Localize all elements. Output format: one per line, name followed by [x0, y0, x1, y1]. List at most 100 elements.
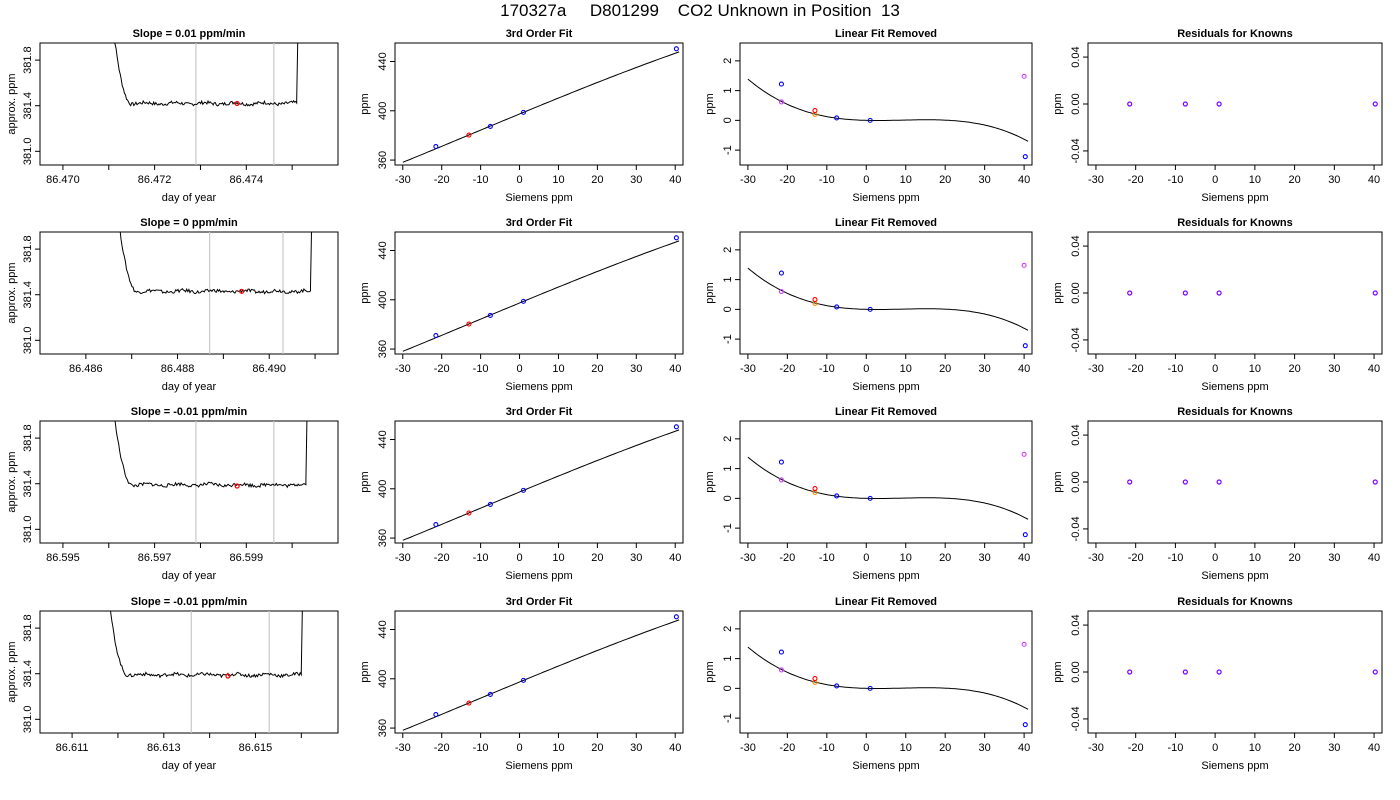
x-tick-label: -30 [395, 174, 411, 186]
y-tick-label: 381.0 [22, 706, 34, 734]
y-axis-label: ppm [359, 282, 371, 303]
plot-frame [40, 611, 338, 733]
x-tick-label: 20 [939, 552, 951, 564]
x-axis-label: Siemens ppm [505, 192, 572, 204]
x-tick-label: 0 [516, 363, 522, 375]
x-tick-label: -20 [1128, 552, 1144, 564]
x-tick-label: 10 [900, 742, 912, 754]
panel-title: Slope = 0 ppm/min [140, 217, 238, 229]
y-tick-label: 1 [722, 466, 734, 472]
x-axis-label: Siemens ppm [505, 760, 572, 772]
plot-frame [40, 232, 338, 354]
panel-trace-0: Slope = 0.01 ppm/min86.47086.47286.47438… [6, 0, 338, 204]
x-tick-label: -20 [434, 742, 450, 754]
plot-area [748, 74, 1028, 158]
x-tick-label: 30 [630, 742, 642, 754]
x-axis-label: Siemens ppm [1201, 192, 1268, 204]
x-tick-label: 0 [1212, 742, 1218, 754]
x-tick-label: 0 [1212, 174, 1218, 186]
x-tick-label: -10 [1167, 363, 1183, 375]
known-point [1023, 344, 1027, 348]
y-tick-label: 440 [377, 241, 389, 259]
x-tick-label: 40 [1368, 174, 1380, 186]
reference-point [1022, 74, 1026, 78]
known-point [1023, 155, 1027, 159]
x-tick-label: -10 [473, 363, 489, 375]
x-tick-label: 86.615 [239, 742, 273, 754]
y-axis-label: ppm [1052, 93, 1064, 114]
x-tick-label: -20 [434, 174, 450, 186]
plot-area [1128, 291, 1378, 295]
y-tick-label: 381.4 [22, 281, 34, 309]
x-tick-label: 30 [630, 174, 642, 186]
y-tick-label: 360 [377, 151, 389, 169]
y-tick-label: 0.00 [1070, 471, 1082, 492]
y-tick-label: 400 [377, 102, 389, 120]
x-axis-label: day of year [162, 381, 217, 393]
x-tick-label: 20 [591, 174, 603, 186]
y-tick-label: 381.8 [22, 614, 34, 642]
panel-title: 3rd Order Fit [506, 596, 573, 608]
y-tick-label: 360 [377, 719, 389, 737]
x-tick-label: 40 [1018, 552, 1030, 564]
y-tick-label: 381.0 [22, 138, 34, 166]
x-tick-label: 10 [1249, 552, 1261, 564]
y-tick-label: 360 [377, 529, 389, 547]
known-point [434, 334, 438, 338]
residual-point [1373, 670, 1377, 674]
known-point [674, 47, 678, 51]
x-tick-label: 20 [591, 742, 603, 754]
x-tick-label: 20 [1288, 174, 1300, 186]
plot-frame [740, 232, 1032, 354]
panel-title: Slope = 0.01 ppm/min [133, 28, 246, 40]
residual-point [1128, 480, 1132, 484]
panel-title: Residuals for Knowns [1177, 217, 1293, 229]
x-tick-label: -30 [395, 552, 411, 564]
x-axis-label: day of year [162, 760, 217, 772]
x-tick-label: -10 [473, 552, 489, 564]
known-point [434, 145, 438, 149]
x-tick-label: -20 [779, 552, 795, 564]
x-tick-label: -10 [1167, 742, 1183, 754]
x-tick-label: 20 [591, 363, 603, 375]
x-tick-label: 30 [1328, 742, 1340, 754]
x-tick-label: 86.470 [46, 174, 80, 186]
x-tick-label: -30 [1088, 742, 1104, 754]
x-tick-label: -20 [1128, 742, 1144, 754]
panel-residuals-2: Residuals for Knowns-30-20-10010203040-0… [1052, 406, 1382, 582]
plot-area [108, 0, 298, 165]
x-tick-label: 30 [979, 363, 991, 375]
panel-title: Linear Fit Removed [835, 217, 937, 229]
y-tick-label: 0 [722, 117, 734, 123]
plot-frame [40, 421, 338, 543]
x-tick-label: 40 [669, 552, 681, 564]
plot-frame [740, 421, 1032, 543]
panel-title: Residuals for Knowns [1177, 406, 1293, 418]
x-tick-label: -20 [1128, 363, 1144, 375]
known-point [1023, 723, 1027, 727]
plot-frame [40, 43, 338, 165]
x-tick-label: 20 [1288, 552, 1300, 564]
residual-curve [748, 79, 1028, 141]
y-tick-label: 381.4 [22, 470, 34, 498]
x-tick-label: 86.597 [138, 552, 172, 564]
y-tick-label: 440 [377, 52, 389, 70]
x-tick-label: -30 [1088, 552, 1104, 564]
y-tick-label: 381.8 [22, 46, 34, 74]
x-tick-label: -30 [1088, 363, 1104, 375]
x-tick-label: 40 [669, 742, 681, 754]
y-axis-label: ppm [704, 282, 716, 303]
panel-title: 3rd Order Fit [506, 217, 573, 229]
panel-title: Slope = -0.01 ppm/min [131, 406, 248, 418]
x-tick-label: -20 [779, 174, 795, 186]
known-point [674, 236, 678, 240]
y-tick-label: 2 [722, 58, 734, 64]
x-tick-label: 0 [516, 742, 522, 754]
y-axis-label: ppm [359, 471, 371, 492]
x-tick-label: 10 [552, 742, 564, 754]
y-tick-label: -0.04 [1070, 138, 1082, 163]
x-tick-label: -30 [740, 552, 756, 564]
x-tick-label: 86.474 [229, 174, 263, 186]
plot-frame [740, 611, 1032, 733]
y-axis-label: ppm [359, 93, 371, 114]
